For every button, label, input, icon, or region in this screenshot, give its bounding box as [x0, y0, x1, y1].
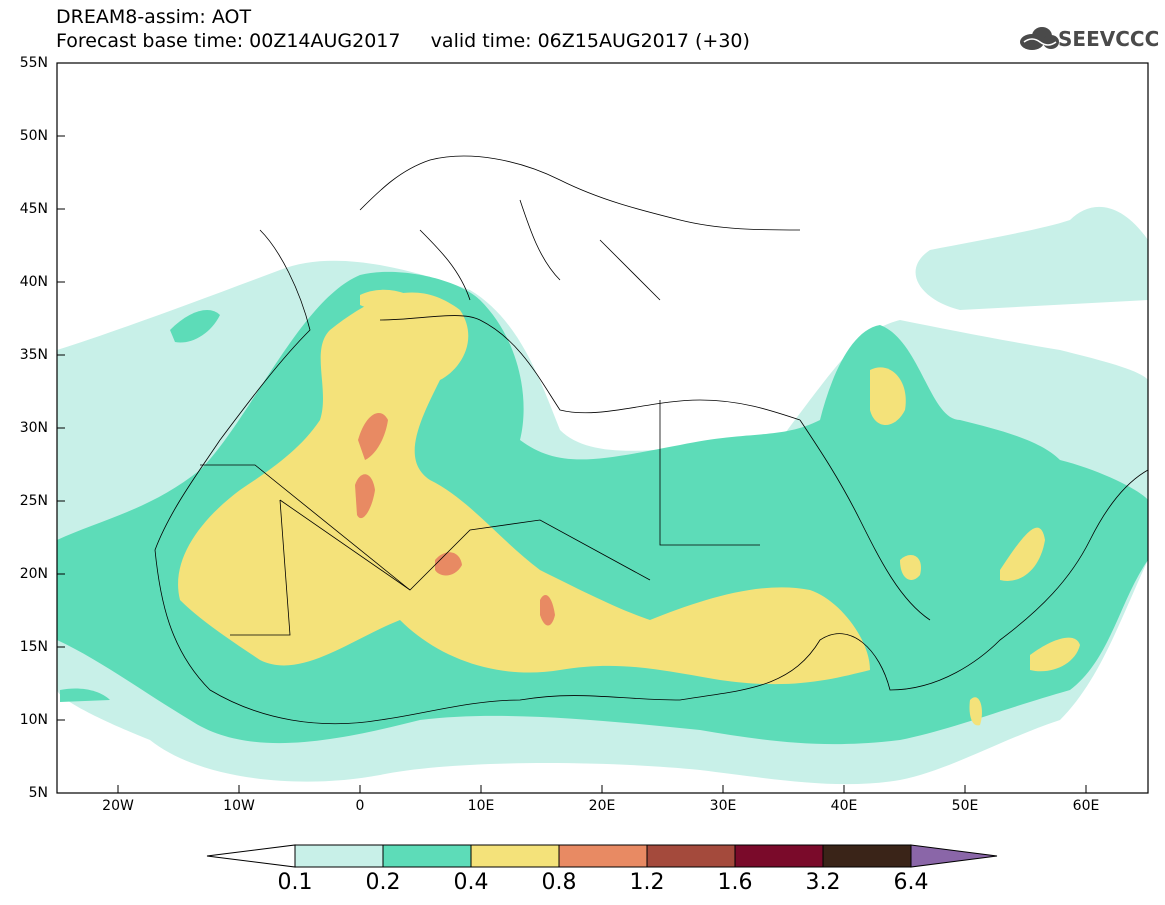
map-title: DREAM8-assim: AOT — [56, 6, 252, 28]
ticks — [57, 62, 1087, 793]
lon-label: 40E — [830, 798, 858, 814]
lat-label: 10N — [19, 712, 48, 728]
lon-label: 0 — [355, 798, 365, 814]
colorbar-label: 3.2 — [805, 870, 841, 895]
forecast-times: Forecast base time: 00Z14AUG2017 valid t… — [56, 30, 750, 52]
lat-label: 40N — [19, 274, 48, 290]
country-borders — [154, 155, 1148, 725]
colorbar-label: 0.2 — [365, 870, 401, 895]
lat-label: 45N — [19, 201, 48, 217]
cloud-logo-icon — [1020, 27, 1059, 50]
colorbar-label: 0.8 — [541, 870, 577, 895]
colorbar-bin-1 — [294, 844, 384, 868]
lat-label: 55N — [19, 55, 48, 71]
colorbar-bin-4 — [558, 844, 648, 868]
lat-label: 50N — [19, 128, 48, 144]
colorbar-label: 1.2 — [629, 870, 665, 895]
lat-label: 5N — [28, 785, 48, 801]
lon-label: 30E — [709, 798, 737, 814]
colorbar-bin-2 — [382, 844, 472, 868]
colorbar-label: 6.4 — [893, 870, 929, 895]
colorbar-bin-6 — [734, 844, 824, 868]
lat-label: 25N — [19, 493, 48, 509]
colorbar-bin-3 — [470, 844, 560, 868]
aot-level-0.8 — [358, 412, 388, 460]
lat-label: 15N — [19, 639, 48, 655]
colorbar-high-arrow — [910, 844, 998, 868]
colorbar-label: 0.1 — [277, 870, 313, 895]
colorbar-bin-5 — [646, 844, 736, 868]
lat-label: 30N — [19, 420, 48, 436]
colorbar-label: 1.6 — [717, 870, 753, 895]
lon-label: 50E — [951, 798, 979, 814]
lon-label: 10E — [467, 798, 495, 814]
lon-label: 60E — [1072, 798, 1100, 814]
aot-contours — [57, 206, 1148, 785]
colorbar — [206, 844, 998, 868]
colorbar-low-arrow — [206, 844, 296, 868]
lat-label: 20N — [19, 566, 48, 582]
lon-label: 20W — [102, 798, 134, 814]
colorbar-label: 0.4 — [453, 870, 489, 895]
logo-text: SEEVCCC — [1058, 27, 1160, 51]
colorbar-bin-7 — [822, 844, 912, 868]
lat-label: 35N — [19, 347, 48, 363]
aot-level-0.4 — [178, 292, 870, 685]
lon-label: 10W — [223, 798, 255, 814]
lon-label: 20E — [588, 798, 616, 814]
